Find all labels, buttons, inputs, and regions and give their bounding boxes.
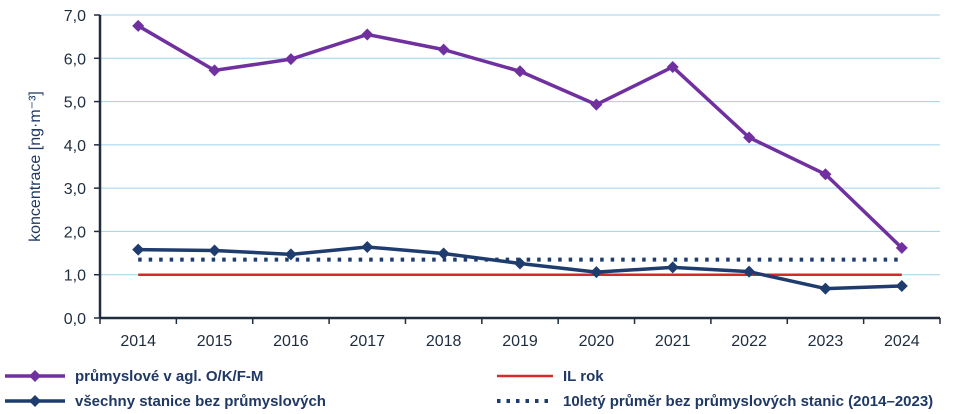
data-point-marker <box>590 98 603 111</box>
x-axis-ticks: 2014 2015 2016 2017 2018 2019 2020 2021 2022 2023… <box>120 333 919 350</box>
data-point-marker <box>132 243 145 256</box>
series-line-industrial <box>137 24 904 250</box>
x-tick-label: 2014 <box>120 333 156 350</box>
y-tick-label: 1,0 <box>64 268 86 285</box>
legend-label: všechny stanice bez průmyslových <box>75 393 326 410</box>
data-point-marker <box>895 279 908 292</box>
data-point-marker <box>514 257 526 270</box>
data-point-marker <box>132 19 145 32</box>
x-tick-label: 2024 <box>884 333 920 350</box>
data-point-marker <box>895 241 908 254</box>
legend-label: průmyslové v agl. O/K/F-M <box>75 368 263 385</box>
x-tick-label: 2022 <box>731 333 767 350</box>
data-point-marker <box>819 282 832 295</box>
legend: průmyslové v agl. O/K/F-M IL rok všechny s… <box>5 368 933 410</box>
data-point-marker <box>361 241 374 254</box>
data-point-marker <box>743 265 756 278</box>
y-tick-label: 0,0 <box>64 311 86 328</box>
series-group <box>132 19 908 295</box>
x-tick-label: 2018 <box>426 333 462 350</box>
y-tick-label: 2,0 <box>64 224 86 241</box>
y-tick-label: 6,0 <box>64 51 86 68</box>
legend-label: 10letý průměr bez průmyslových stanic (2… <box>563 393 933 410</box>
gridlines <box>100 14 940 276</box>
y-tick-label: 4,0 <box>64 138 86 155</box>
data-point-marker <box>666 60 679 73</box>
data-point-marker <box>284 248 297 261</box>
axes <box>94 14 941 324</box>
legend-label: IL rok <box>563 368 604 385</box>
legend-marker <box>29 395 41 407</box>
data-point-marker <box>208 244 221 257</box>
x-tick-label: 2021 <box>655 333 691 350</box>
data-point-marker <box>743 131 756 144</box>
data-point-marker <box>361 28 374 41</box>
y-tick-label: 7,0 <box>64 8 86 25</box>
data-point-marker <box>437 247 450 260</box>
y-tick-label: 5,0 <box>64 95 86 112</box>
data-point-marker <box>437 43 450 56</box>
x-tick-label: 2020 <box>579 333 615 350</box>
data-point-marker <box>514 65 526 78</box>
data-point-marker <box>819 168 832 181</box>
y-axis-ticks: 0,0 1,0 2,0 3,0 4,0 5,0 6,0 7,0 <box>64 8 86 328</box>
data-point-marker <box>666 261 679 274</box>
data-point-marker <box>590 266 603 279</box>
y-axis-label: koncentrace [ng·m⁻³] <box>27 91 44 242</box>
y-tick-label: 3,0 <box>64 181 86 198</box>
x-tick-label: 2016 <box>273 333 309 350</box>
data-point-marker <box>284 53 297 66</box>
x-tick-label: 2015 <box>197 333 233 350</box>
x-tick-label: 2017 <box>349 333 385 350</box>
x-tick-label: 2023 <box>808 333 844 350</box>
legend-marker <box>29 370 41 382</box>
x-tick-label: 2019 <box>502 333 538 350</box>
data-point-marker <box>208 64 221 77</box>
